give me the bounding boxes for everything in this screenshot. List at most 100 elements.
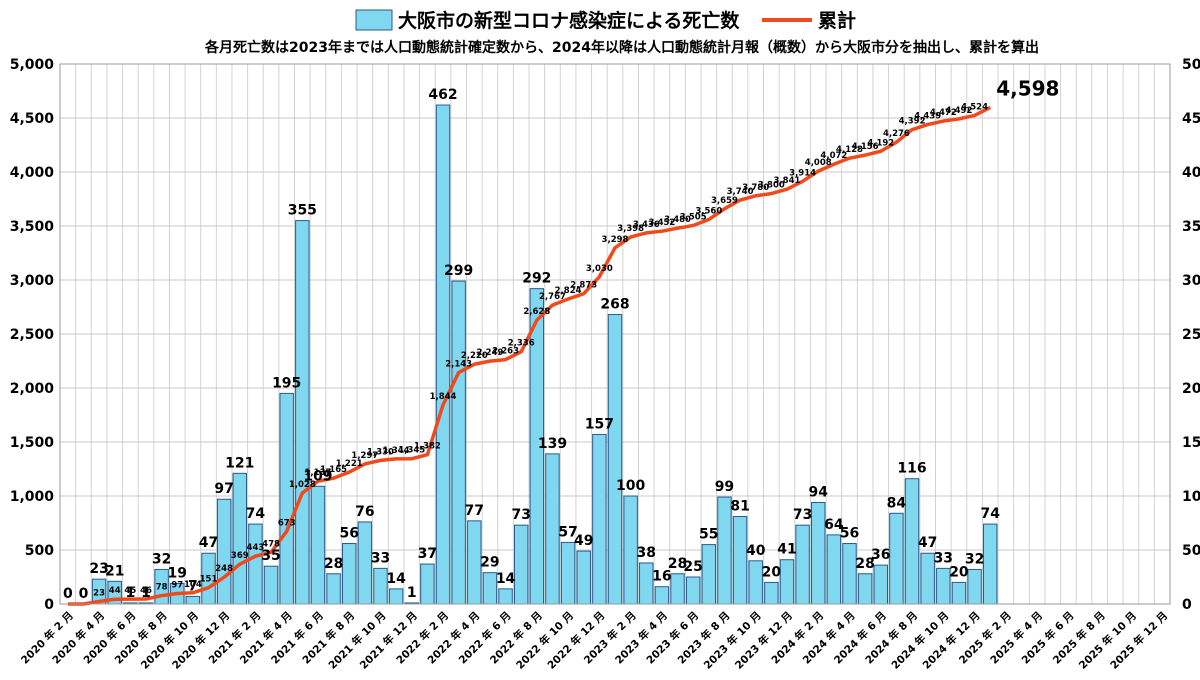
bar xyxy=(701,544,717,605)
bar-value-label: 35 xyxy=(261,548,280,564)
cumulative-label: 478 xyxy=(262,539,280,549)
legend-line-label: 累計 xyxy=(818,9,856,32)
cumulative-label: 1,382 xyxy=(414,442,441,452)
bar xyxy=(263,565,279,605)
bar-value-label: 25 xyxy=(683,559,702,575)
bar-value-label: 19 xyxy=(168,565,187,581)
right-axis-tick-label: 0 xyxy=(1182,597,1192,613)
bar xyxy=(185,595,201,605)
x-axis-tick-label: 2024 年 10 月 xyxy=(889,609,952,672)
cumulative-label: 1,221 xyxy=(336,459,363,469)
x-axis-tick-label: 2022 年 10 月 xyxy=(513,609,576,672)
bar xyxy=(373,567,388,605)
bar-value-label: 84 xyxy=(887,495,907,511)
bar xyxy=(592,433,607,605)
bar xyxy=(232,472,248,605)
chart-subtitle: 各月死亡数は2023年までは人口動態統計確定数から、2024年以降は人口動態統計… xyxy=(204,39,1039,56)
plot-frame xyxy=(59,63,1171,605)
right-axis-tick-label: 450 xyxy=(1182,111,1200,127)
bar xyxy=(576,550,591,605)
bar xyxy=(216,498,232,605)
right-axis-tick-label: 200 xyxy=(1182,381,1200,397)
bar xyxy=(248,523,263,605)
cumulative-label: 1,297 xyxy=(351,451,378,461)
bar xyxy=(811,501,826,605)
cumulative-label: 4,276 xyxy=(883,129,910,139)
left-axis-tick-label: 500 xyxy=(25,543,54,559)
cumulative-label: 2,767 xyxy=(539,292,566,302)
bar xyxy=(685,576,701,605)
right-axis-tick-label: 100 xyxy=(1182,489,1200,505)
bar-value-label: 0 xyxy=(79,586,89,602)
x-axis-tick-label: 2025 年 12 月 xyxy=(1108,609,1171,672)
x-axis-tick-label: 2021 年 10 月 xyxy=(326,609,389,672)
cumulative-label: 1,137 xyxy=(305,468,332,478)
bar xyxy=(498,588,513,605)
legend: 大阪市の新型コロナ感染症による死亡数 累計 xyxy=(355,9,856,32)
bar xyxy=(435,104,451,605)
cumulative-label: 44 xyxy=(109,586,121,596)
bar-value-label: 55 xyxy=(699,527,718,543)
bar xyxy=(982,523,998,605)
cumulative-label: 2,336 xyxy=(508,339,535,349)
cumulative-label: 1,345 xyxy=(398,446,425,456)
left-axis-tick-label: 4,500 xyxy=(10,111,55,127)
left-axis-tick-label: 3,000 xyxy=(10,273,55,289)
bar xyxy=(670,573,685,605)
cumulative-label: 3,030 xyxy=(586,264,613,274)
cumulative-label: 3,298 xyxy=(602,235,629,245)
cumulative-label: 4,439 xyxy=(914,112,941,122)
bar-value-label: 49 xyxy=(574,533,593,549)
cumulative-label: 4,524 xyxy=(961,102,988,112)
cumulative-label: 3,800 xyxy=(758,181,785,191)
bar-value-label: 109 xyxy=(303,468,332,484)
bar-value-label: 462 xyxy=(428,87,457,103)
cumulative-label: 369 xyxy=(231,551,249,561)
cumulative-label: 4,008 xyxy=(805,158,832,168)
bar-value-label: 38 xyxy=(637,545,656,561)
bar-value-label: 100 xyxy=(616,478,645,494)
bar-value-label: 14 xyxy=(386,571,406,587)
bar xyxy=(826,534,842,605)
bar-value-label: 157 xyxy=(585,416,614,432)
bar-value-label: 33 xyxy=(934,550,953,566)
x-axis-tick-label: 2025 年 10 月 xyxy=(1076,609,1139,672)
bar-value-label: 57 xyxy=(558,524,577,540)
bar xyxy=(623,495,638,605)
cumulative-label: 3,505 xyxy=(680,212,707,222)
x-axis-tick-label: 2023 年 10 月 xyxy=(701,609,764,672)
cumulative-label: 4,492 xyxy=(945,106,972,116)
cumulative-label: 2,220 xyxy=(461,351,488,361)
bar-value-label: 195 xyxy=(272,375,301,391)
legend-bar-swatch xyxy=(355,9,393,31)
right-axis-tick-label: 50 xyxy=(1182,543,1200,559)
bar xyxy=(545,453,560,605)
bar xyxy=(420,563,435,605)
bar-value-label: 21 xyxy=(105,563,124,579)
cumulative-label: 4,392 xyxy=(899,117,926,127)
bar xyxy=(951,581,967,605)
bar-value-label: 47 xyxy=(918,535,937,551)
bar-value-label: 99 xyxy=(715,479,734,495)
bar xyxy=(967,568,982,605)
cumulative-label: 3,452 xyxy=(648,218,675,228)
bar-value-label: 41 xyxy=(777,542,796,558)
cumulative-label: 78 xyxy=(156,583,168,593)
bar-value-label: 36 xyxy=(871,547,890,563)
bar xyxy=(654,586,670,605)
bar-value-label: 20 xyxy=(949,564,969,580)
bar-value-label: 74 xyxy=(246,506,266,522)
cumulative-label: 3,560 xyxy=(695,207,722,217)
bar xyxy=(295,220,310,605)
bar-value-label: 29 xyxy=(480,555,499,571)
cumulative-label: 3,914 xyxy=(789,168,816,178)
cumulative-label: 151 xyxy=(200,575,218,585)
cumulative-label: 4,072 xyxy=(820,151,847,161)
left-axis-tick-label: 1,500 xyxy=(10,435,55,451)
bar-value-label: 268 xyxy=(600,297,629,313)
bar-value-label: 28 xyxy=(668,556,687,572)
bar-value-label: 56 xyxy=(840,526,859,542)
left-axis-tick-label: 2,500 xyxy=(10,327,55,343)
cumulative-label: 2,873 xyxy=(570,281,597,291)
